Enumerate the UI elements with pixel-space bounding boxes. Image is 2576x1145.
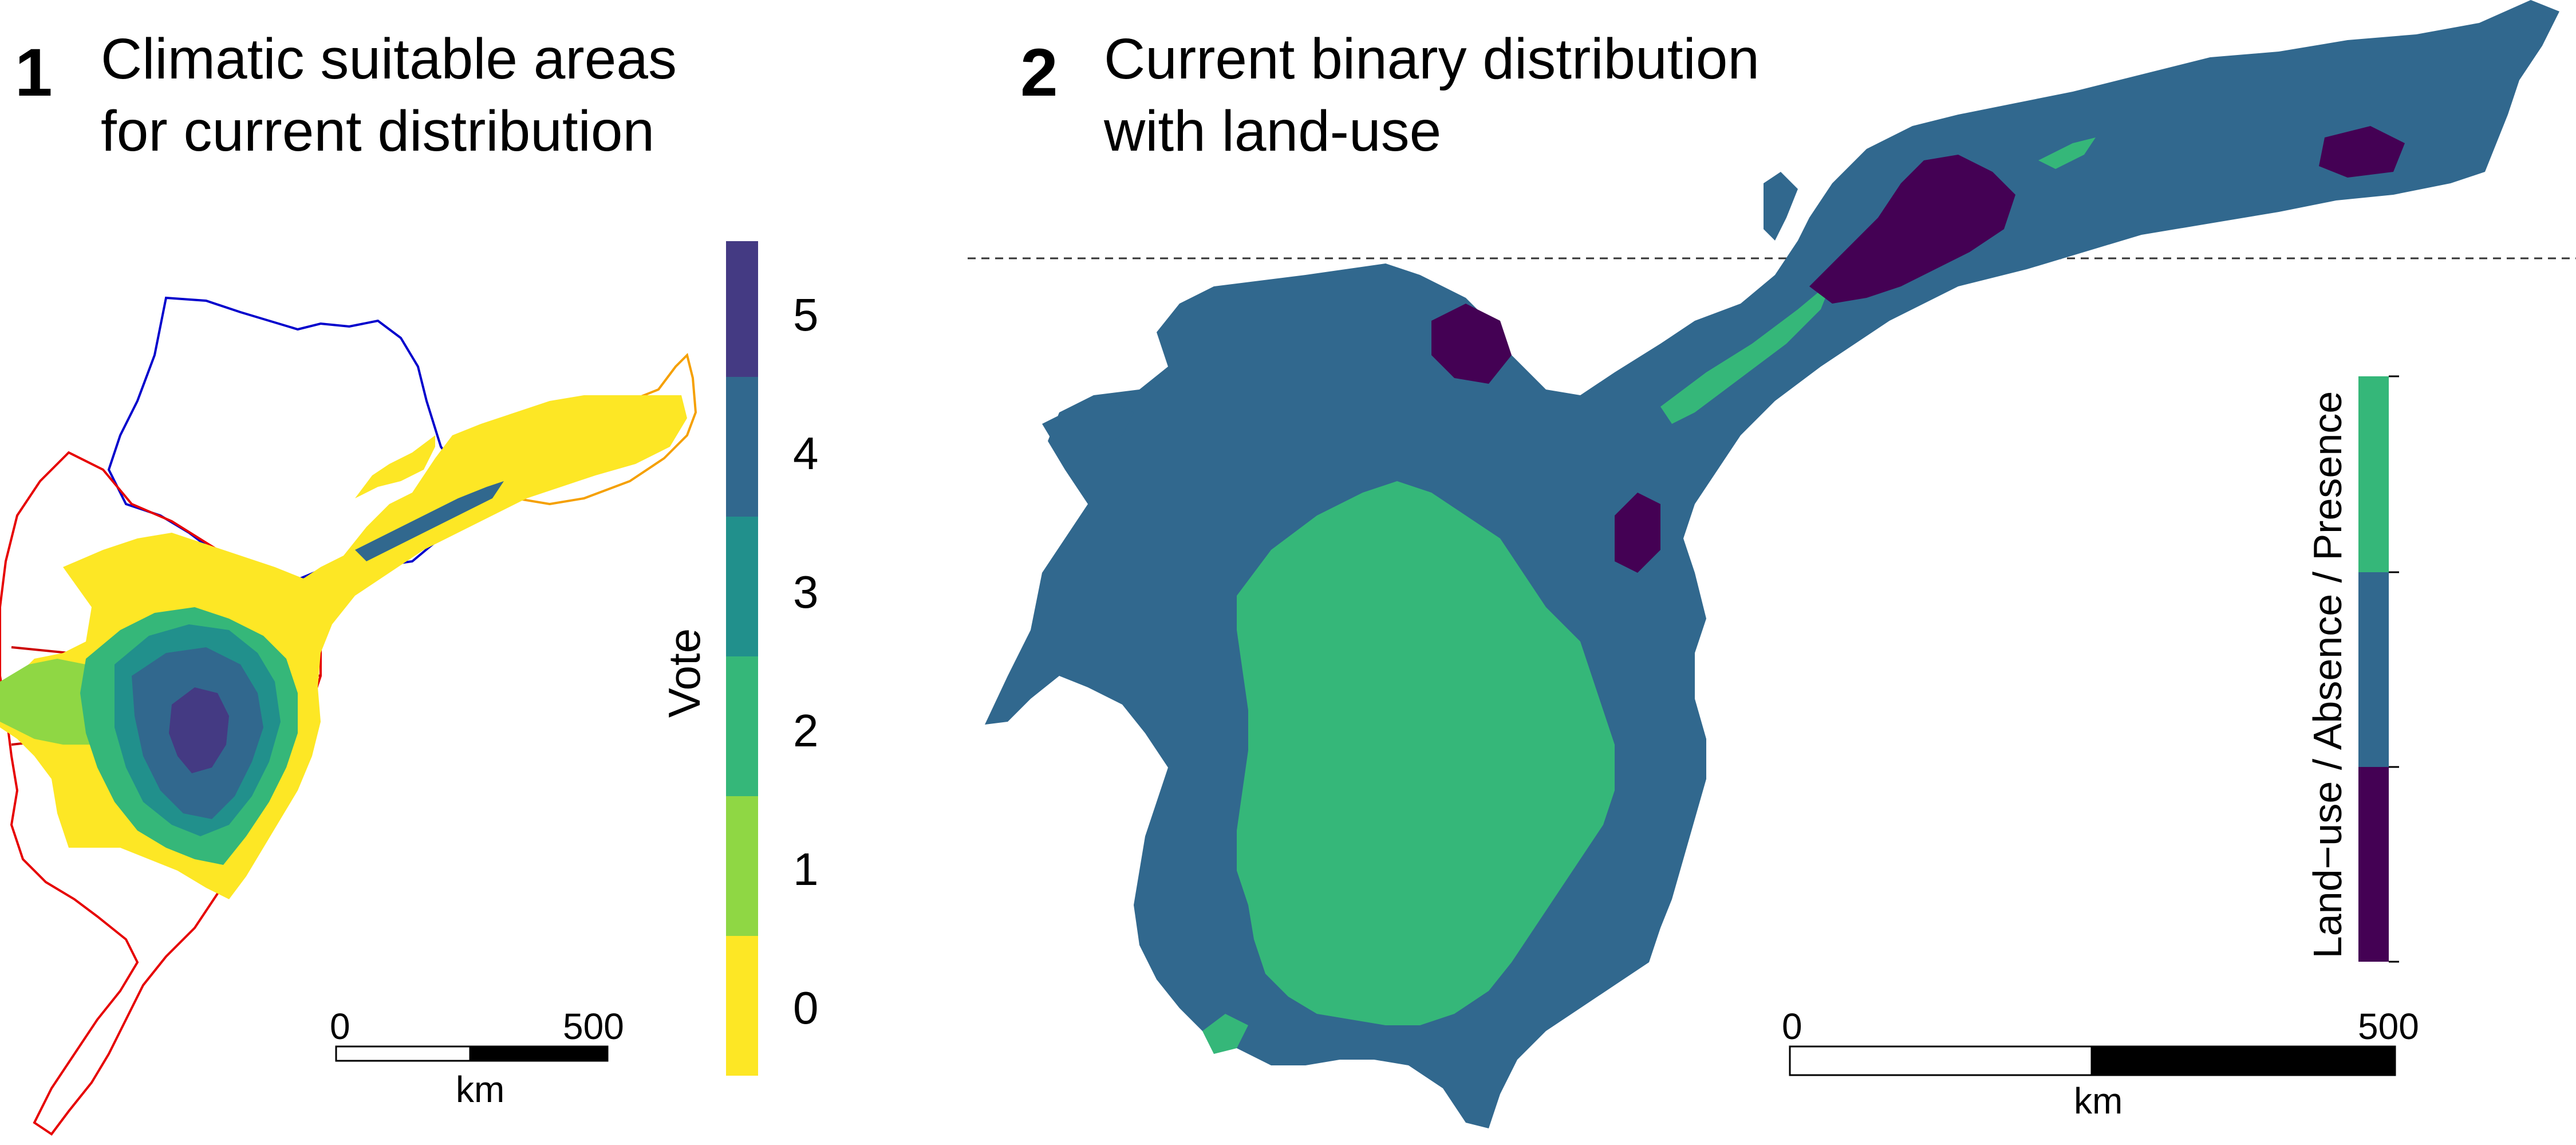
vote-legend-label-0: 0	[793, 982, 819, 1033]
vote-legend-swatch-5	[726, 241, 758, 377]
panel-2-scalebar-unit: km	[2074, 1080, 2123, 1122]
land-use-legend-title: Land−use / Absence / Presence	[2305, 391, 2350, 959]
vote-legend-label-3: 3	[793, 566, 819, 617]
panel-2-scalebar-black	[2090, 1045, 2396, 1076]
presence-patch-north	[2038, 137, 2096, 169]
panel-1-scalebar-unit: km	[456, 1069, 505, 1110]
vote-5-area	[169, 687, 229, 773]
land-use-area-north-bay	[1431, 304, 1512, 384]
panel-1-number: 1	[15, 35, 53, 111]
vote-legend-label-2: 2	[793, 705, 819, 756]
vote-legend-swatch-4	[726, 377, 758, 517]
vote-legend-swatch-1	[726, 796, 758, 936]
vote-0-area-north	[355, 435, 435, 498]
absence-west-lobe	[1042, 401, 1134, 453]
panel-1-scalebar-black	[469, 1045, 609, 1062]
vote-legend-swatch-3	[726, 517, 758, 656]
land-use-area-northeast	[1809, 155, 2015, 304]
panel-1-scalebar-end: 500	[563, 1006, 624, 1047]
panel-1-title-line-2: for current distribution	[101, 99, 655, 163]
panel-2-number: 2	[1020, 35, 1058, 111]
vote-legend-label-1: 1	[793, 844, 819, 895]
panel-2-map	[985, 0, 2559, 1128]
land-use-area-east	[2319, 126, 2405, 178]
absence-legend-swatch	[2358, 572, 2389, 767]
panel-2-scalebar-start: 0	[1782, 1006, 1802, 1047]
absence-islet-north	[1764, 172, 1798, 241]
vote-legend-swatch-2	[726, 656, 758, 796]
vote-legend-title: Vote	[659, 628, 709, 718]
presence-legend-swatch	[2358, 376, 2389, 572]
panel-2-title-line-2: with land-use	[1104, 99, 1442, 163]
vote-legend-label-5: 5	[793, 289, 819, 340]
vote-legend-swatch-0	[726, 936, 758, 1076]
presence-area	[1237, 481, 1615, 1025]
presence-patch-southwest	[1202, 1014, 1248, 1054]
land-use-area-coast	[1615, 493, 1660, 573]
panel-1-title-line-1: Climatic suitable areas	[101, 27, 677, 91]
vote-4-area-north	[355, 481, 504, 561]
presence-strip-northeast	[1660, 281, 1832, 424]
panel-1-map	[0, 241, 758, 1136]
land-use-legend-swatch	[2358, 767, 2389, 962]
panel-2-title-line-1: Current binary distribution	[1104, 27, 1760, 91]
panel-2-scalebar-end: 500	[2358, 1006, 2419, 1047]
panel-1-scalebar-white	[335, 1045, 471, 1062]
panel-1-scalebar-start: 0	[330, 1006, 350, 1047]
panel-2-scalebar-white	[1789, 1045, 2093, 1076]
vote-legend-label-4: 4	[793, 428, 819, 479]
